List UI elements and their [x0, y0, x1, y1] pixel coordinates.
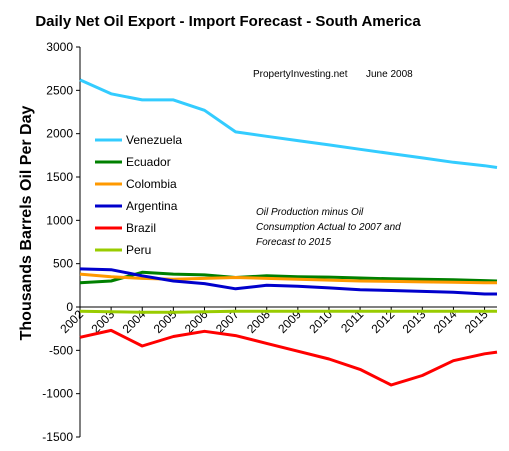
y-tick-label: 0	[66, 300, 73, 314]
legend: Venezuela Ecuador Colombia Argentina Brazil P…	[95, 133, 182, 257]
series-line-ecuador	[79, 270, 498, 285]
legend-label-argentina: Argentina	[126, 199, 178, 213]
legend-label-venezuela: Venezuela	[126, 133, 182, 147]
legend-label-brazil: Brazil	[126, 221, 156, 235]
annotation-source-text: PropertyInvesting.net	[253, 69, 348, 80]
series-line-argentina	[79, 267, 497, 296]
annotation-source: PropertyInvesting.net June 2008	[253, 69, 413, 80]
series-lines	[79, 78, 498, 387]
series-line-brazil	[79, 328, 498, 387]
y-tick-label: 2500	[46, 83, 73, 97]
annotation-note-line1: Oil Production minus Oil	[256, 207, 364, 218]
series-line-venezuela	[79, 78, 498, 169]
annotation-date-text: June 2008	[366, 69, 413, 80]
plot-area	[79, 47, 497, 437]
annotation-note-line3: Forecast to 2015	[256, 237, 331, 248]
annotation-note-line2: Consumption Actual to 2007 and	[256, 222, 401, 233]
y-tick-label: 1500	[46, 170, 73, 184]
y-axis-label: Thousands Barrels Oil Per Day	[18, 106, 35, 341]
y-tick-label: -500	[49, 343, 73, 357]
y-tick-label: 3000	[46, 40, 73, 54]
y-tick-label: 2000	[46, 127, 73, 141]
legend-label-colombia: Colombia	[126, 177, 177, 191]
annotation-note: Oil Production minus Oil Consumption Act…	[256, 207, 401, 248]
y-tick-label: 500	[53, 257, 73, 271]
legend-label-ecuador: Ecuador	[126, 155, 171, 169]
y-tick-label: -1000	[42, 387, 73, 401]
legend-label-peru: Peru	[126, 243, 151, 257]
y-tick-label: -1500	[42, 430, 73, 444]
chart-title: Daily Net Oil Export - Import Forecast -…	[35, 13, 421, 30]
series-line-peru	[79, 309, 497, 314]
y-ticks: -1500 -1000 -500 0 500 1000 1500 2000 2500 3000	[42, 40, 80, 444]
y-tick-label: 1000	[46, 213, 73, 227]
